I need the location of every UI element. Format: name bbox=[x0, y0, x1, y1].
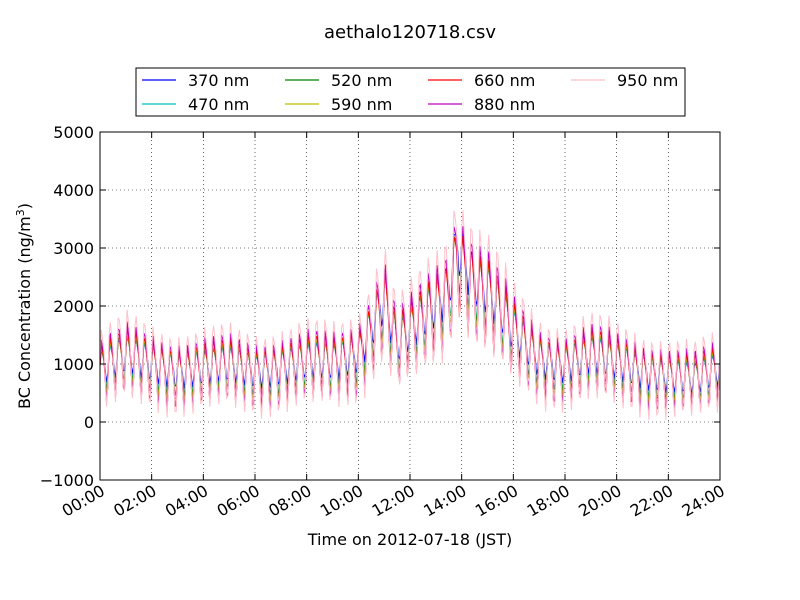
y-tick-label: 4000 bbox=[53, 181, 94, 200]
y-tick-label: 3000 bbox=[53, 239, 94, 258]
legend-label: 520 nm bbox=[331, 71, 392, 90]
y-tick-label: 1000 bbox=[53, 355, 94, 374]
grid-lines bbox=[100, 132, 720, 480]
series-lines bbox=[99, 209, 721, 421]
legend-label: 370 nm bbox=[188, 71, 249, 90]
legend-label: 470 nm bbox=[188, 95, 249, 114]
legend-frame bbox=[135, 67, 686, 117]
chart-title: aethalo120718.csv bbox=[324, 22, 496, 43]
y-tick-label: 2000 bbox=[53, 297, 94, 316]
legend-label: 880 nm bbox=[474, 95, 535, 114]
y-axis: −1000 0 1000 2000 3000 4000 5000 bbox=[40, 123, 720, 490]
y-tick-label: 0 bbox=[84, 413, 94, 432]
legend: 370 nm 470 nm 520 nm 590 nm 660 nm 880 nm 950 … bbox=[135, 67, 686, 117]
legend-label: 590 nm bbox=[331, 95, 392, 114]
y-tick-label: 5000 bbox=[53, 123, 94, 142]
legend-label: 950 nm bbox=[617, 71, 678, 90]
x-axis-label: Time on 2012-07-18 (JST) bbox=[307, 530, 512, 549]
legend-label: 660 nm bbox=[474, 71, 535, 90]
y-tick-label: −1000 bbox=[40, 471, 94, 490]
series-line-950-nm bbox=[99, 209, 721, 421]
y-axis-label: BC Concentration (ng/m3) bbox=[14, 203, 34, 409]
